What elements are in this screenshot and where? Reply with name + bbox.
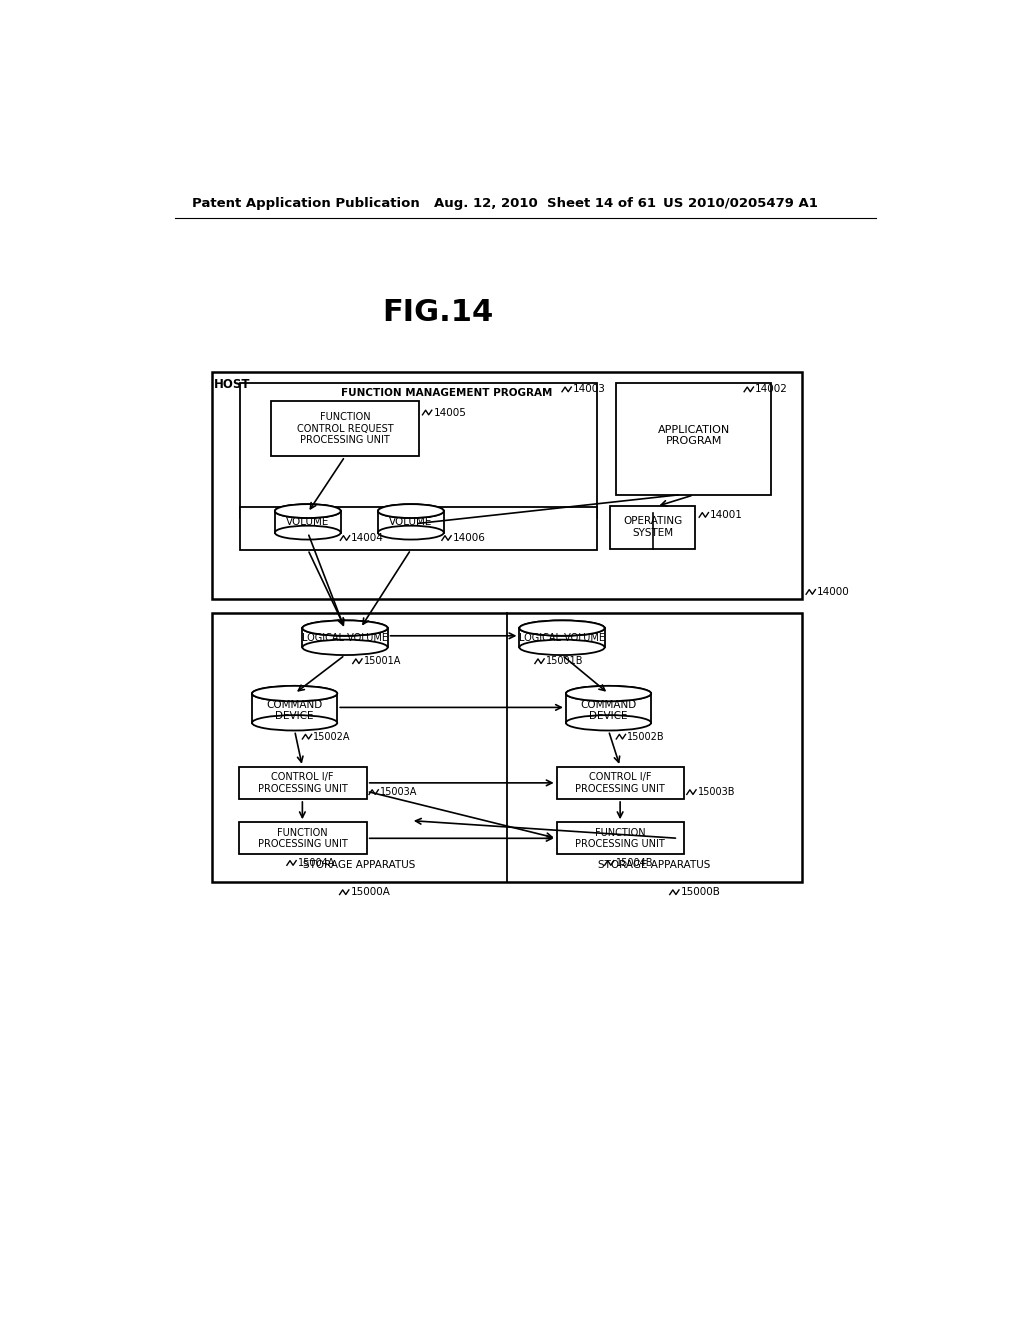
Bar [557,822,684,854]
Bar [275,511,340,533]
Bar [241,507,597,549]
Ellipse shape [252,686,337,701]
Ellipse shape [302,620,388,636]
Ellipse shape [302,620,388,636]
Ellipse shape [519,640,604,655]
Text: VOLUME: VOLUME [286,517,330,527]
Text: Aug. 12, 2010  Sheet 14 of 61: Aug. 12, 2010 Sheet 14 of 61 [434,197,656,210]
Text: 15000B: 15000B [681,887,721,898]
Text: 15003B: 15003B [697,787,735,797]
Bar [616,383,771,495]
Bar [303,628,387,647]
Bar [610,507,695,549]
Bar [212,612,802,882]
Text: LOGICAL VOLUME: LOGICAL VOLUME [302,634,388,643]
Bar [241,383,597,517]
Bar [252,694,337,723]
Text: 15004B: 15004B [615,858,653,869]
Ellipse shape [252,686,337,701]
Text: HOST: HOST [214,379,250,391]
Ellipse shape [302,640,388,655]
Text: 15002A: 15002A [313,731,351,742]
Ellipse shape [252,715,337,730]
Text: FUNCTION
CONTROL REQUEST
PROCESSING UNIT: FUNCTION CONTROL REQUEST PROCESSING UNIT [297,412,393,445]
Bar [557,767,684,799]
Ellipse shape [378,504,443,517]
Text: 14000: 14000 [817,587,850,597]
Text: CONTROL I/F
PROCESSING UNIT: CONTROL I/F PROCESSING UNIT [575,772,665,793]
Text: 14005: 14005 [433,408,466,417]
Ellipse shape [519,620,604,636]
Text: 15004A: 15004A [298,858,335,869]
Text: 14006: 14006 [453,533,485,543]
Ellipse shape [566,686,651,701]
Text: OPERATING
SYSTEM: OPERATING SYSTEM [623,516,682,539]
Ellipse shape [274,504,341,517]
Text: COMMAND
DEVICE: COMMAND DEVICE [266,700,323,721]
Text: 14004: 14004 [351,533,384,543]
Text: 14001: 14001 [710,510,742,520]
Bar [239,767,367,799]
Text: VOLUME: VOLUME [389,517,432,527]
Text: STORAGE APPARATUS: STORAGE APPARATUS [303,861,415,870]
Bar [271,401,419,457]
Text: FUNCTION
PROCESSING UNIT: FUNCTION PROCESSING UNIT [257,828,347,849]
Ellipse shape [566,715,651,730]
Text: FUNCTION MANAGEMENT PROGRAM: FUNCTION MANAGEMENT PROGRAM [341,388,553,399]
Text: LOGICAL VOLUME: LOGICAL VOLUME [519,634,605,643]
Text: 15002B: 15002B [627,731,665,742]
Text: US 2010/0205479 A1: US 2010/0205479 A1 [663,197,817,210]
Ellipse shape [378,504,443,517]
Ellipse shape [274,525,341,540]
Text: 15001A: 15001A [364,656,401,667]
Ellipse shape [519,620,604,636]
Text: STORAGE APPARATUS: STORAGE APPARATUS [598,861,711,870]
Ellipse shape [566,686,651,701]
Text: 14003: 14003 [572,384,606,395]
Text: 14002: 14002 [755,384,787,395]
Bar [378,511,443,533]
Ellipse shape [274,504,341,517]
Ellipse shape [378,525,443,540]
Bar [566,694,650,723]
Text: FIG.14: FIG.14 [382,298,494,327]
Bar [212,372,802,599]
Text: FUNCTION
PROCESSING UNIT: FUNCTION PROCESSING UNIT [575,828,665,849]
Text: 15000A: 15000A [350,887,390,898]
Text: 15001B: 15001B [546,656,584,667]
Text: CONTROL I/F
PROCESSING UNIT: CONTROL I/F PROCESSING UNIT [257,772,347,793]
Bar [239,822,367,854]
Text: 15003A: 15003A [380,787,417,797]
Bar [520,628,604,647]
Text: COMMAND
DEVICE: COMMAND DEVICE [581,700,637,721]
Text: APPLICATION
PROGRAM: APPLICATION PROGRAM [657,425,730,446]
Text: Patent Application Publication: Patent Application Publication [191,197,419,210]
